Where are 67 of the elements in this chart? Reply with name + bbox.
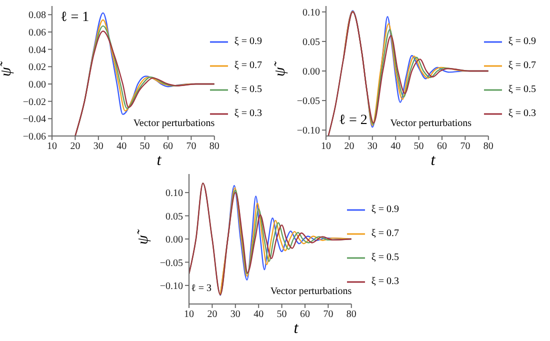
y-tick-label: 0.06: [28, 28, 46, 39]
line-series: [189, 182, 352, 296]
legend-label: ξ = 0.5: [371, 252, 399, 263]
x-tick-label: 50: [140, 141, 150, 152]
x-tick-label: 10: [321, 141, 331, 152]
legend-label: ξ = 0.5: [234, 84, 262, 95]
y-axis-title: ψ̃: [0, 62, 16, 76]
y-tick-label: −0.04: [22, 114, 46, 126]
x-tick-label: 80: [483, 141, 494, 152]
y-axis-title: ψ̃: [272, 62, 290, 76]
x-tick-label: 10: [184, 309, 194, 320]
annotation: ℓ = 2: [338, 112, 368, 129]
annotation: ℓ = 3: [191, 283, 212, 294]
x-axis-title: t: [430, 152, 436, 170]
x-axis-title: t: [156, 152, 162, 170]
legend-label: ξ = 0.9: [234, 36, 262, 47]
x-tick-label: 40: [254, 309, 264, 320]
legend-label: ξ = 0.3: [234, 108, 262, 119]
legend-label: ξ = 0.9: [508, 36, 536, 47]
x-tick-label: 20: [70, 141, 80, 152]
legend-label: ξ = 0.7: [371, 228, 399, 239]
x-axis-title: t: [292, 320, 300, 338]
x-tick-label: 60: [436, 141, 447, 152]
x-tick-label: 60: [162, 141, 173, 152]
legend-label: ξ = 0.3: [508, 108, 536, 119]
y-tick-label: 0.00: [166, 234, 183, 246]
y-tick-label: −0.10: [296, 126, 320, 137]
x-tick-label: 50: [414, 141, 424, 152]
legend-label: ξ = 0.3: [371, 276, 399, 287]
x-tick-label: 60: [300, 309, 310, 320]
annotation: Vector perturbations: [390, 118, 472, 129]
y-tick-label: 0.08: [28, 10, 46, 22]
x-tick-label: 70: [323, 309, 334, 320]
x-tick-label: 10: [47, 141, 57, 152]
y-tick-label: 0.10: [166, 188, 183, 200]
x-tick-label: 30: [230, 309, 240, 320]
y-tick-label: 0.00: [28, 80, 46, 91]
x-tick-label: 20: [344, 141, 354, 152]
x-tick-label: 40: [116, 141, 127, 152]
x-tick-label: 30: [93, 141, 104, 152]
y-tick-label: 0.04: [28, 44, 46, 56]
annotation: Vector perturbations: [270, 286, 352, 297]
legend-label: ξ = 0.7: [508, 60, 536, 71]
y-tick-label: 0.00: [302, 66, 320, 78]
y-tick-label: 0.05: [166, 211, 183, 222]
y-tick-label: 0.10: [302, 7, 320, 18]
y-tick-label: −0.02: [22, 96, 46, 108]
y-tick-label: −0.06: [22, 132, 46, 143]
y-tick-label: −0.05: [296, 96, 320, 108]
x-tick-label: 40: [390, 141, 401, 152]
y-tick-label: −0.10: [160, 280, 183, 292]
y-axis-title: ψ̃: [136, 230, 152, 244]
y-tick-label: −0.05: [160, 258, 183, 269]
x-tick-label: 50: [276, 309, 287, 320]
y-tick-label: 0.05: [302, 37, 320, 48]
x-tick-label: 70: [460, 141, 470, 152]
legend-label: ξ = 0.9: [371, 204, 399, 215]
legend-label: ξ = 0.7: [234, 60, 262, 71]
annotation: Vector perturbations: [133, 118, 215, 129]
y-tick-label: 0.02: [28, 62, 46, 74]
x-tick-label: 80: [346, 309, 356, 320]
annotation: ℓ = 1: [60, 10, 90, 26]
legend-label: ξ = 0.5: [508, 84, 536, 95]
x-tick-label: 80: [209, 141, 220, 152]
x-tick-label: 70: [186, 141, 196, 152]
x-tick-label: 20: [207, 309, 218, 320]
x-tick-label: 30: [367, 141, 378, 152]
